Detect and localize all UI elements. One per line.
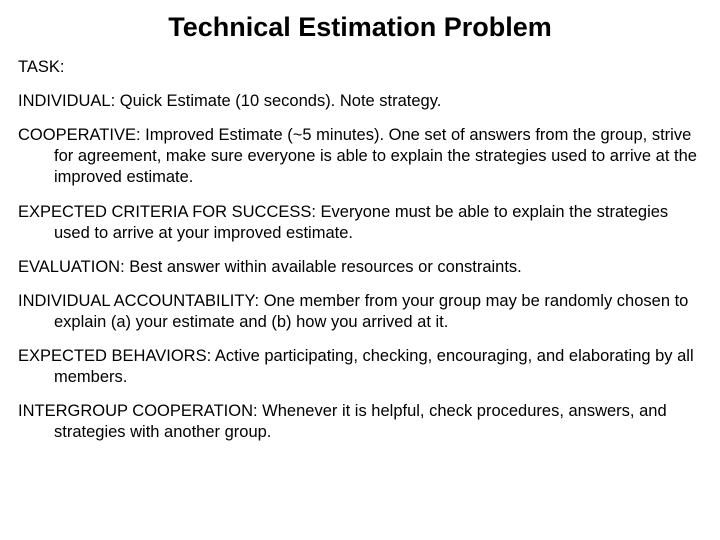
section-cooperative: COOPERATIVE: Improved Estimate (~5 minut… bbox=[18, 125, 702, 188]
section-intergroup: INTERGROUP COOPERATION: Whenever it is h… bbox=[18, 401, 702, 443]
section-behaviors: EXPECTED BEHAVIORS: Active participating… bbox=[18, 346, 702, 388]
label-individual: INDIVIDUAL: bbox=[18, 92, 115, 110]
section-accountability: INDIVIDUAL ACCOUNTABILITY: One member fr… bbox=[18, 291, 702, 333]
section-evaluation: EVALUATION: Best answer within available… bbox=[18, 257, 702, 278]
text-individual: Quick Estimate (10 seconds). Note strate… bbox=[115, 92, 441, 110]
section-criteria: EXPECTED CRITERIA FOR SUCCESS: Everyone … bbox=[18, 202, 702, 244]
label-evaluation: EVALUATION: bbox=[18, 258, 125, 276]
text-evaluation: Best answer within available resources o… bbox=[125, 258, 522, 276]
label-behaviors: EXPECTED BEHAVIORS: bbox=[18, 347, 211, 365]
label-accountability: INDIVIDUAL ACCOUNTABILITY: bbox=[18, 292, 259, 310]
label-cooperative: COOPERATIVE: bbox=[18, 126, 141, 144]
label-task: TASK: bbox=[18, 58, 64, 76]
label-intergroup: INTERGROUP COOPERATION: bbox=[18, 402, 258, 420]
text-cooperative: Improved Estimate (~5 minutes). One set … bbox=[54, 126, 697, 186]
section-individual: INDIVIDUAL: Quick Estimate (10 seconds).… bbox=[18, 91, 702, 112]
page-title: Technical Estimation Problem bbox=[18, 12, 702, 43]
label-criteria: EXPECTED CRITERIA FOR SUCCESS: bbox=[18, 203, 316, 221]
section-task: TASK: bbox=[18, 57, 702, 78]
